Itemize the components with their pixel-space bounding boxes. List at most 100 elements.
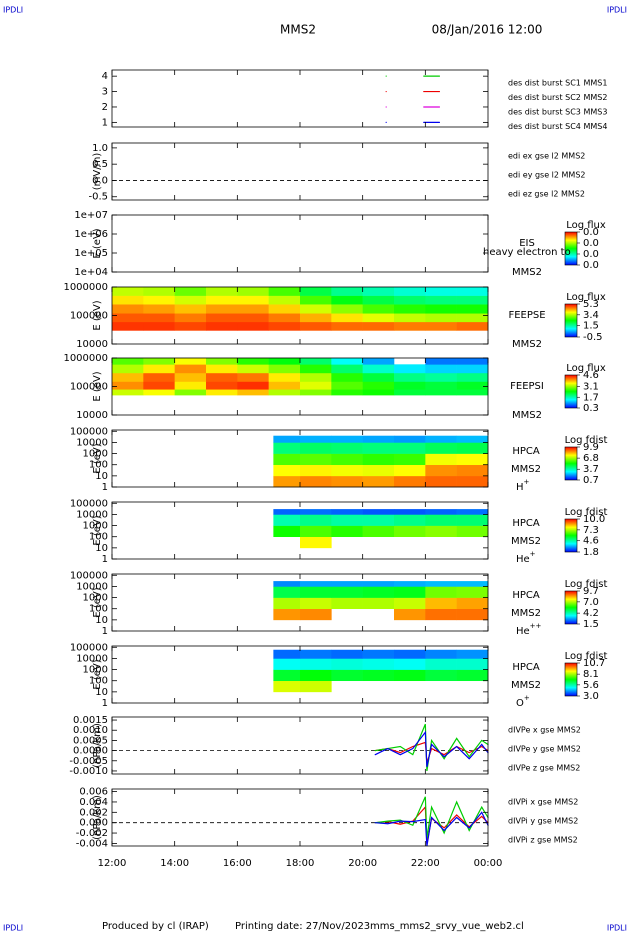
heat-cell bbox=[143, 364, 175, 374]
heat-cell bbox=[394, 669, 426, 682]
heat-cell bbox=[394, 313, 426, 323]
heat-cell bbox=[394, 321, 426, 331]
y-tick-label: 100000 bbox=[70, 642, 108, 653]
y-tick-label: 0.002 bbox=[79, 807, 108, 818]
x-tick-label: 12:00 bbox=[98, 858, 127, 869]
legend-label: edi ey gse l2 MMS2 bbox=[508, 171, 586, 180]
y-tick-label: 100 bbox=[89, 676, 108, 687]
heat-cell bbox=[206, 304, 238, 314]
panel: Log fdist9.77.04.21.5HPCAMMS2He++1101001… bbox=[70, 570, 608, 637]
colorbar-tick-label: 0.7 bbox=[583, 475, 599, 486]
heat-cell bbox=[273, 581, 301, 587]
y-axis-label: E (eV) bbox=[92, 443, 103, 473]
heat-cell bbox=[300, 381, 332, 390]
colorbar-tick-label: 3.0 bbox=[583, 691, 599, 702]
heat-cell bbox=[456, 295, 489, 305]
heat-cell bbox=[456, 364, 489, 374]
corner-mark: IPDLI bbox=[3, 6, 23, 15]
heat-cell bbox=[268, 358, 301, 365]
heat-cell bbox=[112, 381, 144, 390]
heat-cell bbox=[273, 658, 301, 670]
species-charge: + bbox=[530, 550, 536, 558]
heat-cell bbox=[206, 389, 238, 396]
colorbar-title: Log flux bbox=[566, 292, 606, 303]
colorbar-tick-label: 0.3 bbox=[583, 403, 599, 414]
heat-cell bbox=[394, 514, 426, 526]
legend-label: dIVPi y gse MMS2 bbox=[508, 817, 578, 826]
heat-cell bbox=[112, 372, 144, 382]
heat-cell bbox=[394, 509, 426, 515]
heat-cell bbox=[456, 597, 489, 610]
heat-cell bbox=[362, 475, 395, 488]
series-line bbox=[374, 730, 489, 767]
heat-cell bbox=[112, 389, 144, 396]
colorbar-title: Log flux bbox=[566, 363, 606, 374]
heat-cell bbox=[456, 514, 489, 526]
colorbar bbox=[564, 303, 578, 338]
heat-cell bbox=[394, 608, 426, 621]
heat-cell bbox=[143, 304, 175, 314]
heat-cell bbox=[456, 304, 489, 314]
heat-cell bbox=[237, 287, 269, 296]
y-tick-label: 10000 bbox=[76, 437, 108, 448]
heat-cell bbox=[425, 669, 457, 682]
y-tick-label: 1000000 bbox=[63, 282, 108, 293]
colorbar-title: Log flux bbox=[566, 220, 606, 231]
heat-cell bbox=[273, 509, 301, 515]
heat-cell bbox=[456, 389, 489, 396]
y-tick-label: 4 bbox=[102, 71, 108, 82]
heat-cell bbox=[300, 435, 332, 443]
y-tick-label: 0.000 bbox=[79, 818, 108, 829]
series-line bbox=[374, 723, 489, 772]
y-tick-label: 1 bbox=[102, 554, 108, 565]
heat-cell bbox=[300, 442, 332, 454]
colorbar-tick-label: 5.3 bbox=[583, 299, 599, 310]
heat-cell bbox=[237, 389, 269, 396]
y-tick-label: 1e+07 bbox=[74, 210, 108, 221]
heat-cell bbox=[300, 464, 332, 477]
spacecraft-title: MMS2 bbox=[280, 23, 316, 37]
heat-cell bbox=[143, 372, 175, 382]
heat-cell bbox=[362, 597, 395, 610]
heat-cell bbox=[394, 581, 426, 587]
heat-cell bbox=[237, 358, 269, 365]
y-tick-label: -0.004 bbox=[76, 838, 108, 849]
heat-cell bbox=[174, 321, 207, 331]
heat-cell bbox=[456, 372, 489, 382]
colorbar-tick-label: 8.1 bbox=[583, 669, 599, 680]
species-label: O+ bbox=[516, 694, 530, 709]
heat-cell bbox=[425, 525, 457, 538]
heat-cell bbox=[362, 442, 395, 454]
heat-cell bbox=[425, 435, 457, 443]
heat-cell bbox=[362, 389, 395, 396]
heat-cell bbox=[456, 669, 489, 682]
heat-cell bbox=[362, 295, 395, 305]
heat-cell bbox=[394, 381, 426, 390]
heat-cell bbox=[456, 581, 489, 587]
spacecraft-label: MMS2 bbox=[511, 464, 541, 475]
legend-label: dIVPe z gse MMS2 bbox=[508, 764, 580, 773]
panel: des dist burst SC1 MMS1 des dist burst SC… bbox=[102, 69, 607, 131]
heat-cell bbox=[425, 649, 457, 659]
x-tick-label: 20:00 bbox=[348, 858, 377, 869]
heat-cell bbox=[268, 381, 301, 390]
heat-cell bbox=[331, 364, 363, 374]
heat-cell bbox=[394, 442, 426, 454]
heat-cell bbox=[394, 364, 426, 374]
heat-cell bbox=[331, 464, 363, 477]
heat-cell bbox=[362, 453, 395, 466]
heat-cell bbox=[394, 304, 426, 314]
heat-cell bbox=[331, 313, 363, 323]
legend-label: dIVPe y gse MMS2 bbox=[508, 745, 581, 754]
colorbar-tick-label: 3.1 bbox=[583, 382, 599, 393]
instrument-label: HPCA bbox=[512, 590, 540, 601]
heat-cell bbox=[273, 669, 301, 682]
heat-cell bbox=[206, 358, 238, 365]
heat-cell bbox=[394, 435, 426, 443]
legend-label: edi ex gse l2 MMS2 bbox=[508, 152, 585, 161]
instrument-label: HPCA bbox=[512, 662, 540, 673]
heat-cell bbox=[300, 514, 332, 526]
heat-cell bbox=[394, 389, 426, 396]
colorbar-title: Log fdist bbox=[565, 651, 608, 662]
